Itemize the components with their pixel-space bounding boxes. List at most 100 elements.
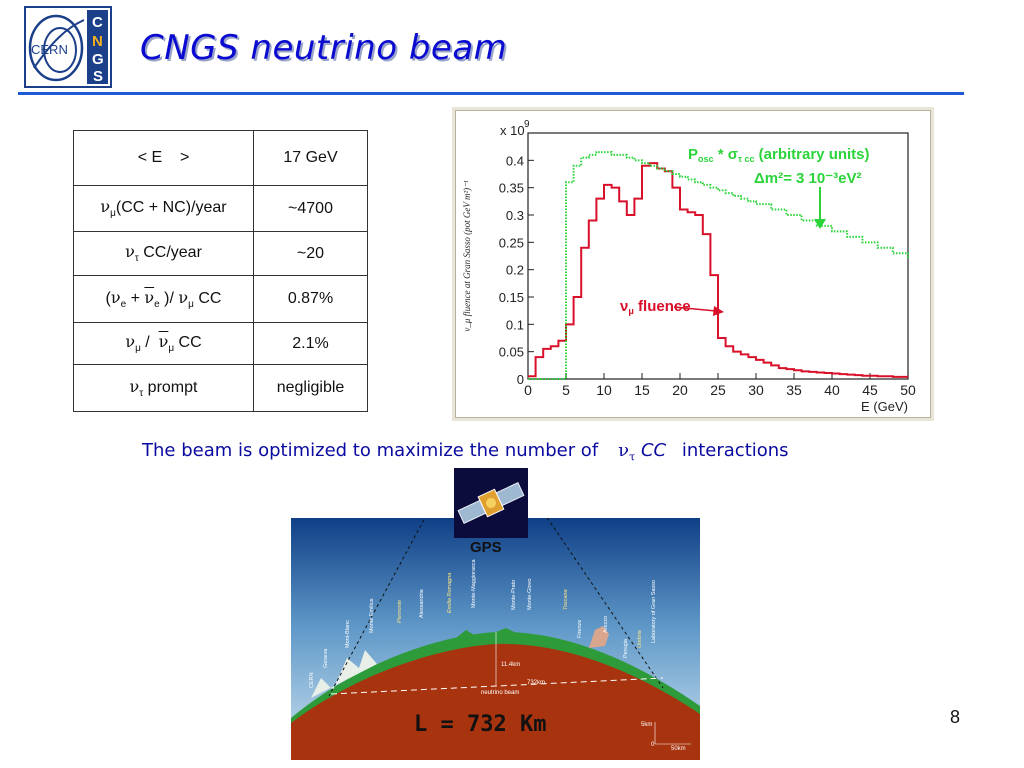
place-labels: CERN Geneva Mont-Blanc Monte Emilius Piemont… [309,558,657,688]
y-tick-label: 0.2 [506,263,524,278]
place-label: Arezzo [603,616,609,633]
place-label: Monte-Maggiorasca [471,558,477,608]
y-tick-label: 0.35 [499,181,524,196]
y-tick-label: 0.1 [506,317,524,332]
numu-fluence-series [528,162,908,378]
page-number: 8 [950,707,961,727]
title-divider [18,92,964,95]
table-row: ντ prompt negligible [73,364,368,412]
osc-annotation: Posc * στ cc (arbitrary units) [688,146,870,164]
place-label: Umbria [637,630,643,648]
fluence-arrow-line [673,306,717,312]
place-label: Monte Emilius [369,598,375,633]
earth-crust [291,643,700,760]
place-label: Perugia [623,638,629,658]
y-tick-label: 0.25 [499,235,524,250]
place-label: Geneva [323,648,329,668]
table-value-cell: ~4700 [253,185,368,232]
baseline-length-label: L = 732 Km [414,712,547,737]
y-tick-label: 0.3 [506,208,524,223]
beam-parameters-table: < E >17 GeV νμ(CC + NC)/year ~4700 ντ CC/ye… [73,130,368,412]
table-value-cell: 17 GeV [253,130,368,186]
apennines [451,628,523,642]
x-tick-label: 25 [710,382,726,398]
dm2-annotation: Δm²= 3 10⁻³eV² [754,170,862,187]
table-value-cell: ~20 [253,231,368,276]
table-value-cell: 2.1% [253,322,368,365]
y-tick-label: 0.05 [499,345,524,360]
table-value-cell: 0.87% [253,275,368,323]
scale-vertical-label: 5km [641,722,652,728]
table-row: ντ CC/year ~20 [73,231,368,276]
place-label: Monte-Giovo [527,579,533,611]
gps-satellite-image [454,468,528,538]
logo-cern-text: CERN [31,42,68,57]
scale-horizontal-label: 50km [671,746,686,752]
x-axis-label: E (GeV) [861,399,908,414]
fluence-chart-frame: 0 5 10 15 20 25 30 35 40 45 50 0 0.05 0.1 0.15 0.2 0.25 0… [455,110,931,418]
slide-title: CNGS neutrino beam [140,28,508,68]
gps-label: GPS [470,539,502,556]
distance-label: 732km [527,680,545,686]
table-row: νμ / νμ CC 2.1% [73,322,368,365]
table-key-cell: < E > [73,130,254,186]
table-key-cell: νμ / νμ CC [73,322,254,365]
scale-zero-label: 0 [651,742,655,748]
table-row: νμ(CC + NC)/year ~4700 [73,185,368,232]
logo-letter-n: N [92,33,103,50]
logo-letter-s: S [93,68,103,85]
x-tick-label: 45 [862,382,878,398]
table-key-cell: ντ CC/year [73,231,254,276]
table-key-cell: νμ(CC + NC)/year [73,185,254,232]
fluence-arrow-head [713,306,724,316]
gran-sasso-peak [589,626,609,648]
y-tick-label: 0.15 [499,290,524,305]
place-label: Emilia Romagna [447,573,453,613]
logo-letter-g: G [92,51,104,68]
table-key-cell: ντ prompt [73,364,254,412]
table-key-cell: (νe + νe )/ νμ CC [73,275,254,323]
y-tick-label: 0.4 [506,153,524,168]
caption-nu: ν [618,440,630,461]
place-label: Toscana [563,589,569,610]
table-value-cell: negligible [253,364,368,412]
x-tick-label: 0 [524,382,532,398]
beam-label: neutrino beam [481,690,519,696]
table-row: (νe + νe )/ νμ CC 0.87% [73,275,368,323]
x-tick-label: 30 [748,382,764,398]
caption-text-before: The beam is optimized to maximize the nu… [142,440,599,461]
cern-cngs-logo: CERN C N G S [24,6,112,88]
y-tick-label: 0 [517,372,524,387]
x-tick-label: 10 [596,382,612,398]
place-label: Piemonte [397,600,403,623]
slide-caption: The beam is optimized to maximize the nu… [142,440,789,464]
fluence-annotation: νμ fluence [620,298,691,316]
caption-tau: τ [629,450,636,464]
beam-line [330,677,664,695]
logo-letter-c: C [92,14,103,31]
y-axis-label: ν_μ fluence at Gran Sasso (pot GeV m²)⁻¹ [462,180,472,332]
depth-label: 11.4km [501,662,520,668]
x-tick-label: 5 [562,382,570,398]
y-multiplier-exponent: 9 [524,119,530,130]
gps-line-right [546,518,664,689]
place-label: Laboratory of Gran Sasso [651,580,657,643]
logo-graphic: CERN C N G S [28,10,108,85]
caption-cc: CC [640,440,667,461]
fluence-chart: 0 5 10 15 20 25 30 35 40 45 50 0 0.05 0.1 0.15 0.2 0.25 0… [462,119,916,414]
table-row: < E >17 GeV [73,130,368,186]
x-tick-label: 20 [672,382,688,398]
place-label: Alessandria [419,588,425,618]
x-tick-label: 40 [824,382,840,398]
y-multiplier-label: x 10 [500,123,525,138]
dm2-arrow-head [814,219,826,229]
beam-path-illustration: 11.4km 732km neutrino beam CERN Geneva Mon… [291,518,700,760]
x-tick-label: 15 [634,382,650,398]
place-label: Monte-Prato [511,580,517,610]
place-label: Firenze [577,620,583,638]
alps-mountains [311,650,377,698]
place-label: CERN [309,672,315,688]
x-tick-label: 50 [900,382,916,398]
caption-text-after: interactions [681,440,789,461]
place-label: Mont-Blanc [345,620,351,648]
